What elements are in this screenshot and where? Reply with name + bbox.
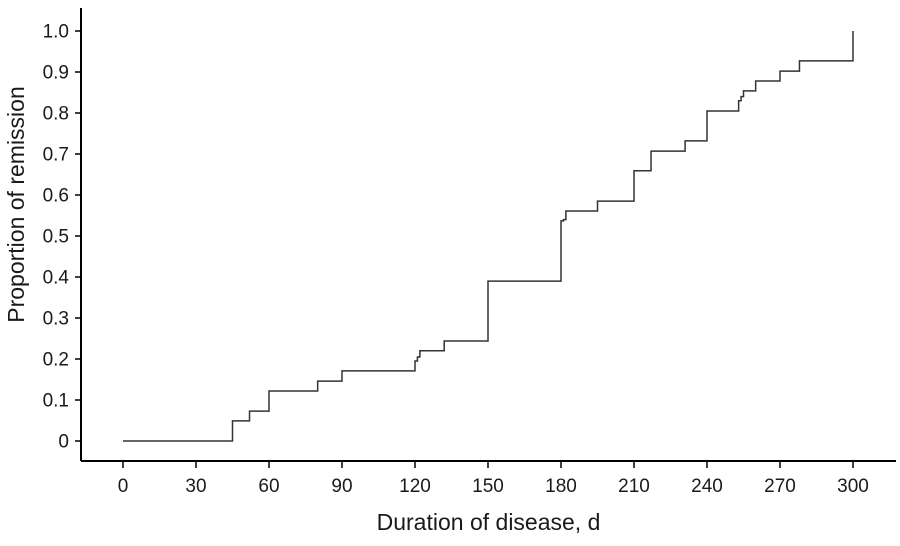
x-tick-label: 30 bbox=[185, 476, 206, 497]
y-tick-label: 0.5 bbox=[43, 227, 69, 248]
y-tick-label: 0 bbox=[58, 432, 69, 453]
x-tick-label: 210 bbox=[618, 476, 650, 497]
y-tick-label: 1.0 bbox=[43, 22, 69, 43]
data-series bbox=[123, 31, 854, 442]
axes bbox=[80, 8, 896, 462]
y-axis-title: Proportion of remission bbox=[3, 86, 29, 323]
x-tick-label: 240 bbox=[691, 476, 723, 497]
x-axis-title: Duration of disease, d bbox=[377, 509, 601, 535]
x-tick-label: 270 bbox=[764, 476, 796, 497]
x-tick-label: 90 bbox=[331, 476, 352, 497]
remission-step-line bbox=[123, 31, 854, 442]
x-tick-label: 150 bbox=[472, 476, 504, 497]
x-tick-label: 180 bbox=[545, 476, 577, 497]
x-axis-ticks: 0 30 60 90 120 150 180 210 240 270 300 bbox=[118, 461, 869, 497]
y-tick-label: 0.9 bbox=[43, 63, 69, 84]
y-tick-label: 0.2 bbox=[43, 350, 69, 371]
x-tick-label: 0 bbox=[118, 476, 129, 497]
y-tick-label: 0.8 bbox=[43, 104, 69, 125]
y-tick-label: 0.1 bbox=[43, 391, 69, 412]
x-tick-label: 120 bbox=[399, 476, 431, 497]
y-tick-label: 0.7 bbox=[43, 145, 69, 166]
y-tick-label: 0.6 bbox=[43, 186, 69, 207]
x-tick-label: 60 bbox=[258, 476, 279, 497]
y-tick-label: 0.4 bbox=[43, 268, 70, 289]
x-tick-label: 300 bbox=[837, 476, 869, 497]
y-axis-ticks: 0 0.1 0.2 0.3 0.4 0.5 0.6 0.7 0.8 0.9 1.0 bbox=[43, 22, 81, 453]
y-tick-label: 0.3 bbox=[43, 309, 69, 330]
